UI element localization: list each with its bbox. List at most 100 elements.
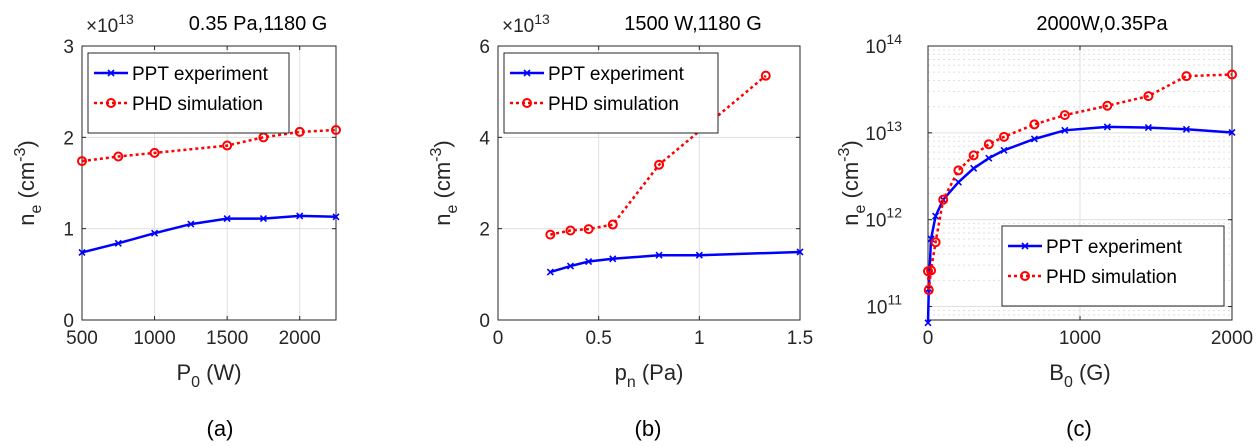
data-point [78,248,86,256]
marker-stroke [985,154,993,162]
legend: PPT experiment PHD simulation [1001,225,1225,307]
data-point [151,229,159,237]
axis-multiplier: ×1013 [86,11,134,37]
legend-label: PPT experiment [548,64,685,85]
marker-stroke [187,220,195,228]
data-point [695,251,703,259]
data-point [760,70,771,81]
data-point [294,126,305,137]
data-point [938,194,949,205]
data-point [332,213,340,221]
marker-stroke [609,255,617,263]
marker-stroke [223,215,231,223]
marker-stroke [1030,135,1038,143]
data-point [1227,69,1237,80]
chart-panel-b: 0 0.5 1 1.5 0 2 4 6 ×1013 1500 W,1180 G pn (Pa) ne … [428,11,813,441]
data-point [1000,146,1008,154]
marker-stroke [695,251,703,259]
y-tick-label: 1011 [866,292,902,319]
data-point [1181,71,1192,82]
data-point [923,285,934,296]
data-point [609,255,617,263]
series-line [926,73,1233,291]
marker-stroke [927,235,935,243]
data-point [999,131,1009,142]
data-point [654,159,665,170]
data-point [545,229,556,240]
data-point [585,257,593,266]
legend-item: PHD simulation [510,94,679,115]
legend-marker [107,69,115,77]
data-point [1029,119,1040,130]
legend-label: PPT experiment [1046,237,1183,258]
data-point [970,164,978,172]
data-point [583,224,594,235]
data-point [296,212,304,220]
legend-item: PHD simulation [1008,267,1177,288]
data-point [1030,135,1038,143]
marker-stroke [796,248,804,256]
series-line [81,128,337,163]
legend-item: PHD simulation [94,94,263,115]
chart-title: 2000W,0.35Pa [1036,13,1168,35]
data-point [927,235,935,243]
data-point [953,165,964,176]
marker-stroke [1000,146,1008,154]
data-point [566,262,575,270]
data-point [77,156,87,167]
data-point [924,319,932,327]
data-point [954,178,962,186]
marker-stroke [655,251,663,259]
legend-marker [1021,242,1029,250]
marker-stroke [585,257,593,266]
chart-panel-c: 0 1000 2000 1011 1012 1013 1014 2000W,0.35Pa B0 … [836,13,1253,441]
x-tick-label: 0 [923,328,934,349]
data-point [607,219,618,230]
data-point [1143,91,1154,102]
legend-box [1001,225,1225,307]
data-point [796,248,804,256]
x-tick-label: 1000 [133,328,175,349]
y-tick-label: 1014 [865,31,902,58]
data-point [223,215,231,223]
marker-stroke [1144,124,1152,132]
tick-marks [81,45,336,321]
marker-stroke [546,268,554,276]
x-tick-label: 0 [493,328,504,349]
axes-box [497,45,801,321]
y-axis-label: ne (cm-3) [12,140,45,225]
marker-stroke [332,213,340,221]
marker-stroke [114,239,122,247]
x-tick-label: 1000 [1059,328,1101,349]
legend-marker [523,69,531,77]
legend-label: PHD simulation [1046,267,1177,288]
y-tick-label: 1012 [865,205,902,232]
x-tick-label: 500 [66,328,98,349]
series-ppt-experiment [924,123,1236,327]
data-point [1102,100,1113,111]
x-axis-label: pn (Pa) [615,360,684,391]
x-axis-label: P0 (W) [176,360,241,391]
data-point [1144,124,1152,132]
legend-item: PPT experiment [510,64,685,85]
y-tick-label: 2 [479,220,490,241]
series-phd-simulation [545,70,771,240]
marker-stroke [78,248,86,256]
data-point [113,151,124,162]
data-point [1182,125,1190,133]
series-line [550,74,767,236]
y-tick-label: 3 [63,37,74,58]
data-point [1061,126,1069,134]
series-ppt-experiment [78,212,340,256]
y-axis-label: ne (cm-3) [428,140,461,225]
legend-marker [1020,271,1030,281]
legend-label: PPT experiment [132,64,269,85]
data-point [114,239,122,247]
data-point [259,215,267,223]
marker-stroke [1061,126,1069,134]
data-point [1103,123,1111,131]
data-point [546,268,554,276]
panel-label: (b) [635,416,662,441]
x-axis-label: B0 (G) [1049,360,1110,391]
